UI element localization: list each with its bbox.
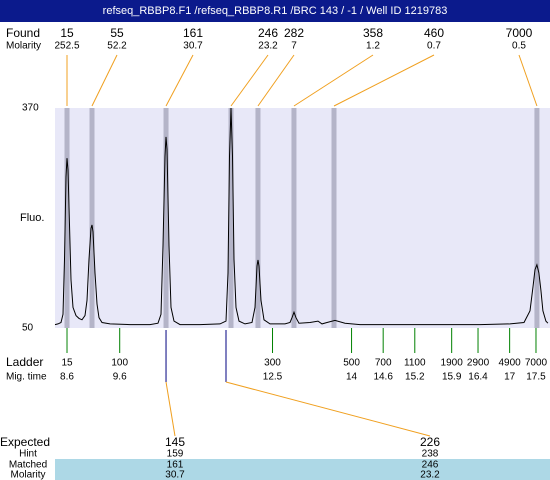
- found-connector: [293, 54, 374, 107]
- ladder-size: 100: [111, 358, 128, 369]
- ladder-time: 15.2: [405, 372, 425, 383]
- y-tick-label: 50: [22, 323, 34, 334]
- found-connector: [518, 54, 538, 107]
- plot-area: [55, 108, 550, 328]
- found-molarity: 252.5: [54, 41, 79, 52]
- peak-band: [534, 108, 540, 328]
- expected-size: 145: [165, 435, 185, 449]
- peak-band: [64, 108, 70, 328]
- peak-band: [163, 108, 169, 328]
- peak-band: [331, 108, 337, 328]
- ladder-size: 300: [264, 358, 281, 369]
- title: refseq_RBBP8.F1 /refseq_RBBP8.R1 /BRC 14…: [103, 5, 448, 17]
- expected-matched: 246: [422, 460, 439, 471]
- ladder-size: 500: [343, 358, 360, 369]
- expected-label: Expected: [0, 435, 50, 449]
- ladder-time: 17.5: [526, 372, 546, 383]
- found-size: 161: [183, 26, 203, 40]
- ladder-time: 14.6: [373, 372, 393, 383]
- found-molarity: 0.7: [427, 41, 441, 52]
- y-label: Fluo.: [20, 212, 44, 224]
- molarity-label: Molarity: [6, 41, 41, 52]
- ladder-time: 9.6: [113, 372, 127, 383]
- found-connector: [165, 54, 194, 107]
- mig-time-label: Mig. time: [6, 372, 47, 383]
- peak-band: [89, 108, 95, 328]
- found-label: Found: [6, 26, 40, 40]
- matched-band: [55, 459, 550, 480]
- y-tick-label: 370: [22, 103, 39, 114]
- ladder-time: 14: [346, 372, 358, 383]
- found-connector: [257, 54, 295, 107]
- found-molarity: 52.2: [107, 41, 127, 52]
- expected-molarity: 30.7: [165, 470, 185, 480]
- found-molarity: 0.5: [512, 41, 526, 52]
- expected-hint: 159: [167, 449, 184, 460]
- matched-label: Matched: [9, 460, 47, 471]
- ladder-size: 700: [375, 358, 392, 369]
- exp-molarity-label: Molarity: [10, 470, 45, 480]
- expected-matched: 161: [167, 460, 184, 471]
- found-size: 460: [424, 26, 444, 40]
- expected-connector: [165, 381, 176, 437]
- ladder-size: 15: [61, 358, 73, 369]
- trace: [54, 107, 549, 326]
- ladder-time: 15.9: [442, 372, 462, 383]
- found-connector: [333, 54, 435, 107]
- expected-molarity: 23.2: [420, 470, 440, 480]
- found-connector: [230, 54, 269, 107]
- ladder-size: 7000: [525, 358, 548, 369]
- ladder-label: Ladder: [6, 355, 43, 369]
- found-size: 282: [284, 26, 304, 40]
- peak-band: [255, 108, 261, 328]
- title-bar: [0, 0, 550, 22]
- found-size: 246: [258, 26, 278, 40]
- hint-label: Hint: [19, 449, 37, 460]
- peak-band: [291, 108, 297, 328]
- ladder-size: 1100: [404, 358, 426, 369]
- ladder-size: 2900: [467, 358, 490, 369]
- peak-band: [228, 108, 234, 328]
- expected-size: 226: [420, 435, 440, 449]
- found-size: 55: [110, 26, 124, 40]
- found-size: 15: [60, 26, 74, 40]
- ladder-size: 1900: [441, 358, 464, 369]
- found-molarity: 1.2: [366, 41, 380, 52]
- found-size: 358: [363, 26, 383, 40]
- ladder-time: 16.4: [468, 372, 488, 383]
- found-molarity: 7: [291, 41, 297, 52]
- found-molarity: 30.7: [183, 41, 203, 52]
- ladder-time: 12.5: [263, 372, 283, 383]
- found-molarity: 23.2: [258, 41, 278, 52]
- found-size: 7000: [506, 26, 533, 40]
- ladder-size: 4900: [499, 358, 522, 369]
- found-connector: [91, 54, 118, 107]
- expected-hint: 238: [422, 449, 439, 460]
- ladder-time: 8.6: [60, 372, 74, 383]
- ladder-time: 17: [504, 372, 516, 383]
- expected-connector: [225, 381, 431, 437]
